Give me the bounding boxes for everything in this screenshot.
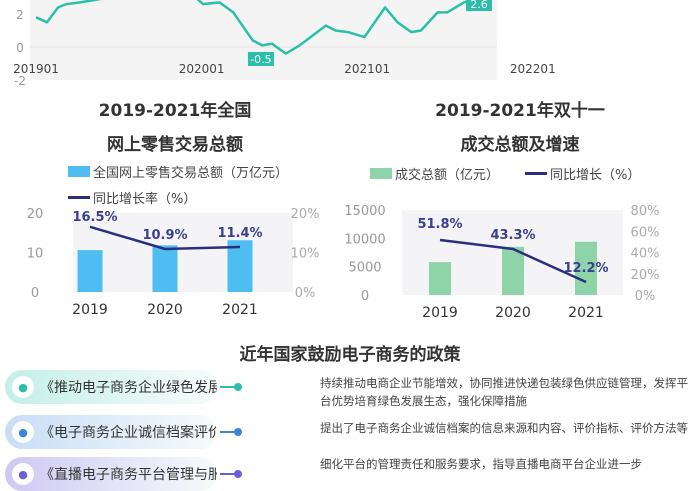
x-tick-label: 2020 — [495, 305, 531, 321]
data-label-box — [247, 52, 274, 66]
bar — [502, 246, 524, 295]
legend-swatch — [68, 196, 90, 199]
x-tick-label: 2021 — [222, 302, 258, 318]
growth-line — [89, 225, 241, 251]
y-left-tick: 20 — [27, 207, 44, 222]
y-left-tick: 0 — [31, 286, 39, 301]
data-label: 16.5% — [72, 210, 117, 225]
legend-label: 同比增长（%） — [550, 168, 641, 183]
y-right-tick: 20% — [291, 207, 320, 222]
video-icon: ● — [12, 463, 34, 485]
policy-name: 《电子商务企业诚信档案评价规范》 — [40, 425, 217, 441]
y-left-tick: 15000 — [344, 204, 385, 219]
policy-name: 《直播电子商务平台管理与服务规范》 — [40, 467, 217, 483]
chart1-legend-line: 同比增长率（%） — [68, 188, 196, 207]
chart2-title-line1: 2019-2021年双十一 — [435, 101, 605, 121]
y-left-tick: 5000 — [348, 261, 381, 276]
data-label: 51.8% — [417, 217, 462, 232]
policy-description: 持续推动电商企业节能增效，协同推进快递包装绿色供应链管理，发挥平台优势培育绿色发… — [320, 376, 688, 408]
y-right-tick: 40% — [631, 247, 660, 262]
legend-swatch — [525, 172, 547, 175]
y-right-tick: 60% — [631, 225, 660, 240]
x-tick-label: 2021 — [568, 305, 604, 321]
data-label: 12.2% — [563, 261, 608, 276]
connector-dot — [234, 428, 242, 436]
connector-line — [220, 431, 238, 433]
growth-line — [439, 238, 587, 284]
data-label: -0.5 — [250, 53, 271, 66]
y-right-tick: 0% — [635, 289, 656, 304]
online-retail-chart: 20 10 0 20% 10% 0% 2019 2020 2021 16.5% 10.9% 11.4% — [27, 207, 320, 318]
x-tick-label: 2019 — [72, 302, 108, 318]
policy-title: 近年国家鼓励电子商务的政策 — [239, 345, 461, 365]
bar — [227, 240, 253, 292]
x-tick-label: 201901 — [13, 62, 59, 76]
legend-label: 同比增长率（%） — [93, 192, 197, 207]
data-label-box — [465, 0, 492, 11]
chart2-legend-bar: 成交总额（亿元） — [370, 164, 499, 183]
recycle-icon: ● — [12, 376, 34, 398]
x-tick-label: 2019 — [422, 305, 458, 321]
connector-dot — [234, 383, 242, 391]
plot-background — [73, 213, 293, 292]
connector-line — [220, 386, 238, 388]
x-tick-label: 2020 — [147, 302, 183, 318]
policy-name: 《推动电子商务企业绿色发展工作》 — [40, 380, 217, 396]
y-right-tick: 0% — [295, 286, 316, 301]
legend-swatch — [370, 168, 392, 179]
chart1-title-line1: 2019-2021年全国 — [98, 101, 252, 121]
x-tick-label: 202201 — [510, 62, 556, 76]
x-tick-label: 202001 — [179, 62, 225, 76]
data-label: 43.3% — [490, 228, 535, 243]
y-right-tick: 10% — [291, 247, 320, 262]
y-left-tick: 10 — [27, 247, 44, 262]
connector-dot — [234, 470, 242, 478]
y-right-tick: 20% — [631, 268, 660, 283]
policy-item: ● 《直播电子商务平台管理与服务规范》 — [5, 457, 217, 491]
bar — [575, 241, 597, 295]
chart1-title-line2: 网上零售交易总额 — [107, 135, 243, 155]
bar — [152, 245, 178, 292]
chart2-legend-line: 同比增长（%） — [525, 164, 640, 183]
policy-item: ● 《推动电子商务企业绿色发展工作》 — [5, 370, 217, 404]
person-icon: ● — [12, 421, 34, 443]
legend-label: 成交总额（亿元） — [395, 168, 500, 183]
data-label: 2.6 — [470, 0, 488, 11]
y-tick-label: 2 — [16, 8, 24, 22]
y-left-tick: 0 — [361, 289, 369, 304]
double11-chart: 15000 10000 5000 0 80% 60% 40% 20% 0% 2019 2020 202… — [344, 204, 660, 321]
y-tick-label: 0 — [16, 41, 24, 55]
y-left-tick: 10000 — [344, 232, 385, 247]
series-line — [35, 0, 480, 55]
legend-label: 全国网上零售交易总额（万亿元） — [93, 166, 289, 181]
x-tick-label: 202101 — [344, 62, 390, 76]
data-label: 10.9% — [142, 228, 187, 243]
plot-background — [30, 0, 497, 80]
bar — [77, 250, 103, 292]
y-right-tick: 80% — [631, 204, 660, 219]
chart2-title-line2: 成交总额及增速 — [460, 135, 580, 155]
legend-swatch — [68, 166, 90, 177]
chart1-legend-bar: 全国网上零售交易总额（万亿元） — [68, 162, 288, 181]
bar — [429, 262, 451, 295]
policy-description: 提出了电子商务企业诚信档案的信息来源和内容、评价指标、评价方法等 — [320, 421, 688, 435]
policy-description: 细化平台的管理责任和服务要求，指导直播电商平台企业进一步 — [320, 457, 642, 471]
y-tick-label: -2 — [14, 74, 26, 88]
data-label: 11.4% — [217, 226, 262, 241]
policy-item: ● 《电子商务企业诚信档案评价规范》 — [5, 415, 217, 449]
